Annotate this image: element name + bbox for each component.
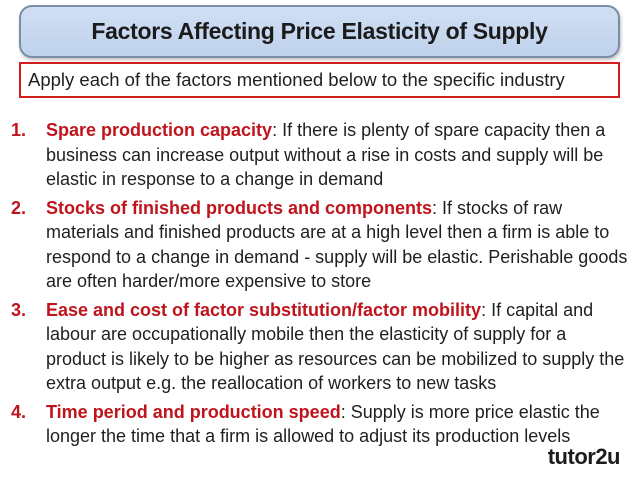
factor-heading: Spare production capacity	[46, 120, 273, 140]
tutor2u-logo: tutor2u	[547, 444, 621, 469]
factor-number: 4.	[11, 401, 27, 422]
factor-item: 4. Time period and production speed: Supp…	[0, 400, 638, 449]
factor-description: : If capital and labour are occupational…	[46, 299, 625, 394]
factor-number: 2.	[11, 197, 27, 218]
factor-description: : If stocks of raw materials and finishe…	[46, 197, 628, 292]
instruction-box: Apply each of the factors mentioned belo…	[19, 62, 620, 98]
factor-list: 1. Spare production capacity: If there is…	[0, 118, 638, 453]
factor-item: 1. Spare production capacity: If there is…	[0, 118, 638, 192]
instruction-text: Apply each of the factors mentioned belo…	[28, 69, 565, 90]
factor-item: 3. Ease and cost of factor substitution/f…	[0, 298, 638, 396]
factor-heading: Time period and production speed	[46, 401, 341, 422]
page-title: Factors Affecting Price Elasticity of Su…	[91, 18, 548, 44]
factor-description: : If there is plenty of spare capacity t…	[46, 120, 606, 189]
factor-item: 2. Stocks of finished products and compon…	[0, 196, 638, 294]
factor-heading: Ease and cost of factor substitution/fac…	[46, 299, 482, 320]
title-banner: Factors Affecting Price Elasticity of Su…	[19, 5, 620, 58]
factor-heading: Stocks of finished products and componen…	[46, 197, 433, 218]
factor-number: 1.	[11, 120, 27, 140]
factor-number: 3.	[11, 299, 27, 320]
factor-description: : Supply is more price elastic the longe…	[46, 401, 600, 447]
